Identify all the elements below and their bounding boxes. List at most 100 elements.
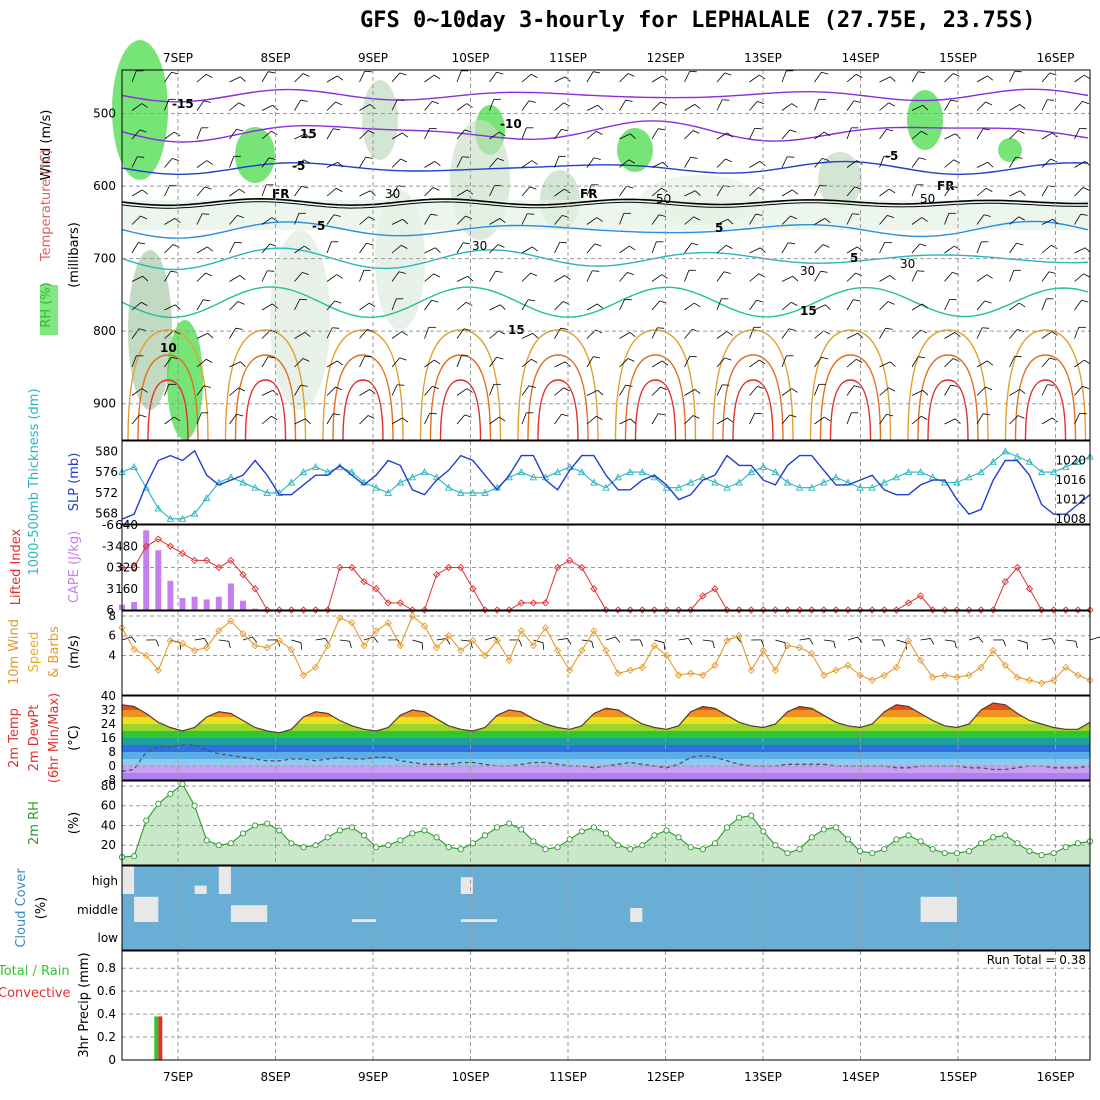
cloud-gap	[460, 877, 473, 894]
wind-speed-marker	[360, 641, 368, 650]
temp-contour-arc	[819, 354, 882, 441]
wind-barb-flag	[886, 128, 894, 132]
lifted-index-marker	[892, 606, 901, 614]
wind-barb-flag	[429, 412, 437, 415]
wind-barb-flag	[825, 304, 831, 310]
wind-barb-flag	[430, 213, 438, 216]
cape-tick-label: 160	[115, 582, 138, 596]
wind-barb-staff	[586, 71, 594, 83]
wind-barb-staff	[229, 215, 238, 225]
wind-barb	[846, 73, 863, 83]
rh-marker	[409, 830, 416, 837]
temp-tick-label: 40	[101, 689, 116, 703]
wind-barb-flag	[499, 416, 506, 422]
wind-speed-marker	[929, 673, 937, 681]
temp-tick-label: -8	[104, 773, 116, 787]
wind-barb-flag	[950, 384, 958, 387]
wind-barb-flag	[723, 271, 731, 274]
wind-barb-flag	[790, 215, 798, 220]
wind-barb-flag	[302, 73, 310, 77]
bottom-date-label: 9SEP	[358, 1070, 388, 1084]
wind-barb-staff	[619, 213, 625, 225]
wind-barb-staff	[911, 415, 922, 425]
wind-barb-flag	[725, 244, 733, 249]
wind-barb	[489, 356, 504, 368]
rh-marker	[990, 834, 997, 841]
wind-barb-staff	[229, 414, 237, 425]
wind-barb	[294, 73, 310, 83]
wind-barb	[586, 217, 603, 225]
wind-barb	[1009, 156, 1023, 168]
wind-barb-staff	[651, 214, 660, 225]
rh-marker	[457, 846, 464, 853]
wind-barb-flag	[431, 299, 439, 303]
thickness-marker	[674, 483, 683, 491]
wind-barb	[424, 359, 441, 368]
wind-speed-marker	[154, 666, 162, 674]
wind-barb-flag	[432, 187, 440, 191]
lifted-index-marker	[203, 556, 211, 565]
wind-barb-staff	[554, 76, 566, 83]
wind-barb-staff	[1009, 270, 1015, 282]
wind-speed-marker	[396, 641, 404, 650]
wind-barb-flag	[1051, 638, 1056, 645]
wind-barb-flag	[1082, 100, 1090, 105]
li-tick-label: -6	[102, 518, 114, 532]
wind-barb	[326, 75, 344, 83]
wind-barb-flag	[530, 272, 538, 277]
cloud-level-label: high	[92, 874, 118, 888]
wind-barb-staff	[1041, 72, 1051, 83]
wind-barb-staff	[164, 131, 175, 140]
wind-barb	[781, 129, 797, 140]
wind-barb-staff	[846, 385, 855, 396]
wind-barb	[391, 99, 405, 111]
wind-speed-marker	[1001, 661, 1009, 669]
wind-barb	[749, 326, 761, 339]
surface-wind-barb	[1089, 636, 1100, 641]
wind-barb-staff	[586, 415, 597, 425]
temp-band	[122, 773, 1090, 780]
wind-barb	[489, 270, 503, 282]
wind-barb	[521, 299, 536, 311]
temp-contour-arc	[127, 329, 209, 441]
wind-barb-staff	[814, 72, 822, 83]
wind-barb-staff	[651, 413, 659, 425]
wind-speed-marker	[759, 646, 767, 655]
rh-marker	[494, 824, 501, 831]
wind-barb	[261, 356, 276, 368]
wind-barb-flag	[333, 128, 341, 131]
wind-barb	[131, 189, 149, 197]
axis-label-precip-conv: Convective	[0, 986, 71, 1001]
wind-barb-staff	[391, 72, 401, 83]
wind-barb-staff	[814, 185, 821, 197]
wind-barb	[684, 190, 701, 197]
wind-barb-staff	[775, 639, 786, 644]
thickness-marker	[989, 457, 997, 465]
wind-barb-staff	[261, 157, 270, 168]
wind-barb	[196, 299, 211, 311]
wind-barb	[196, 272, 213, 282]
lifted-index-marker	[384, 599, 392, 607]
wind-barb-flag	[349, 641, 352, 649]
wind-barb-staff	[261, 71, 269, 83]
wind-barb-staff	[586, 389, 598, 396]
wind-barb-staff	[391, 331, 403, 339]
wind-barb-staff	[814, 416, 825, 425]
wind-barb	[164, 157, 180, 168]
wind-barb-flag	[758, 273, 766, 278]
wind-barb-flag	[236, 128, 244, 132]
wind-barb-flag	[302, 358, 310, 362]
wind-speed-marker	[880, 671, 888, 679]
wind-barb	[131, 328, 146, 339]
rh-tick-label: 40	[101, 818, 116, 832]
rh-marker	[1062, 844, 1069, 851]
wind-barb	[651, 327, 665, 339]
wind-barb-staff	[391, 218, 403, 225]
wind-barb-staff	[196, 213, 203, 225]
wind-barb	[164, 304, 181, 311]
wind-barb-flag	[1019, 302, 1026, 308]
wind-barb	[229, 387, 246, 396]
wind-barb-flag	[624, 298, 632, 301]
wind-speed-marker	[808, 649, 816, 658]
